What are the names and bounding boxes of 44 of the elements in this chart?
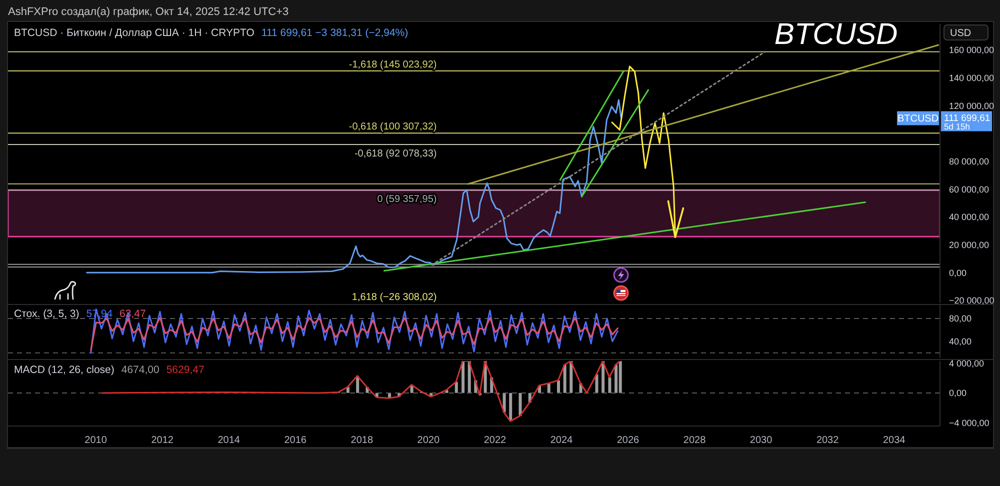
text: AshFXPro создал(а) график, Окт 14, 2025 12:42 UTC+3: [8, 6, 289, 18]
x-tick-label: 2010: [84, 435, 108, 446]
x-tick-label: 2020: [417, 435, 440, 446]
y-tick-label: −4 000,00: [949, 418, 990, 428]
annotation: BTCUSD: [774, 18, 898, 51]
ref-line-label: -0,618 (100 307,32): [348, 122, 437, 133]
x-tick-label: 2034: [882, 435, 906, 446]
y-tick-label: 120 000,00: [949, 100, 994, 111]
annotation: 111 699,61 −3 381,31 (−2,94%): [261, 27, 408, 39]
y-tick-label: 20 000,00: [949, 240, 990, 250]
y-tick-label: 160 000,00: [949, 45, 994, 56]
y-tick-label: 40 000,00: [949, 212, 990, 222]
y-tick-label: −20 000,00: [949, 296, 994, 306]
x-tick-label: 2016: [284, 435, 307, 446]
chart-title: MACD (12, 26, close): [14, 364, 114, 376]
text: 5d 15h: [944, 122, 970, 132]
x-tick-label: 2014: [218, 435, 240, 446]
annotation: 4674,00: [121, 364, 160, 376]
x-tick-label: 2032: [816, 435, 840, 446]
y-tick-label: 40,00: [949, 336, 972, 347]
y-axis-title: USD: [950, 28, 972, 39]
y-tick-label: 80,00: [949, 314, 972, 324]
annotation: BTCUSD: [897, 114, 939, 125]
x-tick-label: 2028: [683, 435, 706, 446]
ref-line-label: 0 (59 357,95): [377, 194, 437, 206]
ref-line-label: -1,618 (145 023,92): [348, 59, 437, 70]
y-tick-label: 140 000,00: [949, 73, 994, 84]
y-tick-label: 0,00: [949, 388, 967, 398]
x-tick-label: 2026: [616, 435, 640, 446]
y-tick-label: 60 000,00: [949, 184, 990, 194]
y-tick-label: 0,00: [949, 268, 967, 278]
y-tick-label: 4 000,00: [949, 358, 984, 368]
chart-title: BTCUSD · Биткоин / Доллар США · 1H · CRYPTO: [14, 27, 254, 39]
ref-line-label: -0,618 (92 078,33): [354, 148, 437, 160]
annotation: 5629,47: [166, 364, 204, 376]
text: 111 699,61: [944, 113, 990, 124]
annotation: 1,618 (−26 308,02): [352, 292, 437, 303]
y-tick-label: 80 000,00: [949, 156, 990, 167]
x-tick-label: 2030: [750, 435, 773, 446]
chart-title: Стох. (3, 5, 3): [14, 308, 80, 320]
x-tick-label: 2012: [151, 435, 174, 446]
x-tick-label: 2018: [350, 435, 374, 446]
x-tick-label: 2024: [550, 435, 574, 446]
x-tick-label: 2022: [484, 435, 507, 446]
